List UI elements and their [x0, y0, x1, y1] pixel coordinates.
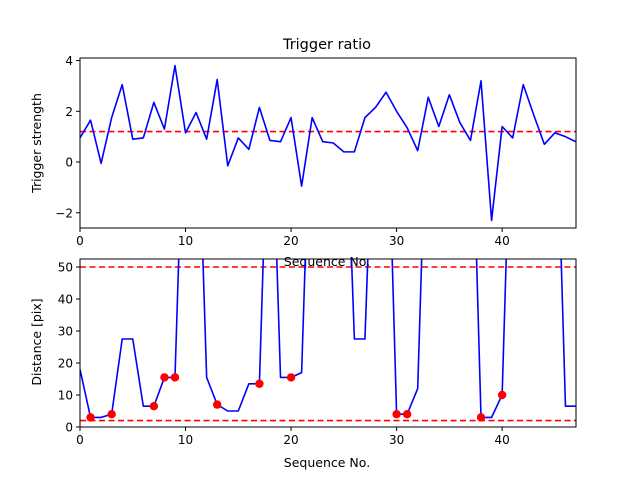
plot-content: [80, 64, 576, 222]
x-tick-label: 20: [283, 234, 298, 248]
y-tick-label: 40: [58, 293, 73, 307]
data-point: [286, 373, 296, 382]
x-tick-label: 10: [178, 234, 193, 248]
data-point: [149, 402, 159, 411]
y-tick-label: 20: [58, 357, 73, 371]
y-tick-label: 0: [65, 421, 73, 435]
y-tick-label: 4: [65, 54, 73, 68]
data-point: [497, 390, 507, 400]
y-tick-label: −2: [55, 206, 73, 220]
distance-panel: Distance [pix] Sequence No. 0 10 20 30 40 0 10…: [29, 258, 577, 470]
data-point: [107, 410, 116, 419]
series-line: [80, 259, 576, 419]
data-point: [476, 413, 486, 422]
y-tick-label: 0: [65, 156, 73, 170]
y-axis-label: Trigger strength: [29, 93, 44, 194]
x-tick-label: 20: [283, 433, 298, 447]
y-tick-label: 50: [58, 261, 73, 275]
x-tick-label: 30: [389, 234, 404, 248]
series-line: [80, 64, 576, 222]
x-tick-label: 30: [389, 433, 404, 447]
data-point: [160, 373, 169, 382]
y-tick-label: 10: [58, 389, 73, 403]
data-point: [392, 410, 401, 419]
plot-content: [80, 259, 576, 422]
x-tick-label: 40: [494, 234, 509, 248]
axes-frame: [79, 258, 577, 428]
y-tick-label: 30: [58, 325, 73, 339]
x-tick-label: 0: [76, 433, 84, 447]
axes-frame: [79, 57, 577, 229]
x-axis-label: Sequence No.: [284, 455, 370, 470]
plot-area: 0 10 20 30 40 0 10 20 30 40 50: [58, 258, 577, 447]
x-tick-label: 40: [494, 433, 509, 447]
data-point: [402, 410, 412, 419]
y-tick-label: 2: [65, 105, 73, 119]
x-tick-label: 0: [76, 234, 84, 248]
data-point: [255, 379, 264, 388]
y-axis-label: Distance [pix]: [29, 298, 44, 385]
x-tick-label: 10: [178, 433, 193, 447]
data-point: [86, 413, 95, 422]
data-point: [212, 400, 222, 409]
chart-title: Trigger ratio: [282, 37, 371, 53]
data-point: [170, 373, 180, 382]
